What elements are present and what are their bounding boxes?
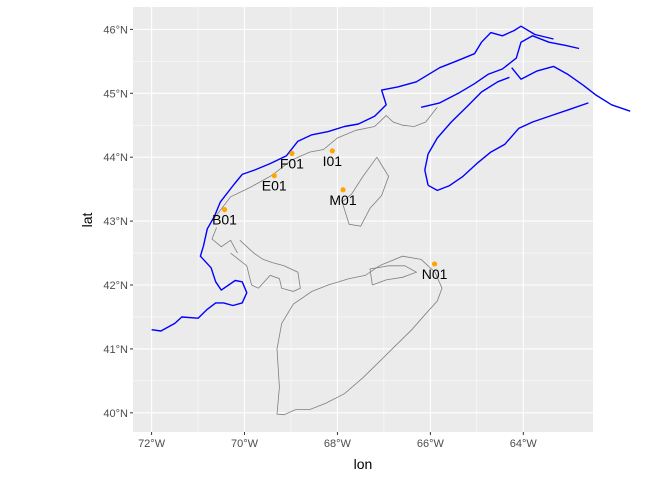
station-point [431,261,438,267]
x-tick-label: 72°W [138,438,166,450]
station-points [221,148,438,267]
boundary-line [276,255,443,416]
x-tick-label: 64°W [510,438,538,450]
station-point [271,173,277,179]
coastline-line [424,76,510,186]
station-label: N01 [422,266,448,282]
y-axis-ticks: 40°N 41°N 42°N 43°N 44°N 45°N 46°N [103,24,133,420]
boundary-line [341,156,390,227]
boundary-line [230,240,301,292]
boundary-line [369,265,418,286]
plot-panel-background [133,7,593,432]
minor-gridlines [133,7,593,432]
boundary-line [211,227,238,254]
station-label: E01 [262,178,287,194]
boundary-line [211,107,438,222]
y-tick-label: 41°N [103,344,128,356]
station-label: F01 [280,155,304,171]
y-tick-label: 43°N [103,216,128,228]
x-axis-title: lon [354,456,373,472]
y-tick-label: 45°N [103,88,128,100]
coastline-line [427,102,589,192]
coastline-line [511,65,631,112]
x-tick-label: 66°W [417,438,445,450]
station-point [329,148,335,154]
y-axis-title: lat [79,213,95,228]
x-tick-label: 68°W [324,438,352,450]
x-tick-label: 70°W [231,438,259,450]
station-label: I01 [323,153,343,169]
y-tick-label: 42°N [103,280,128,292]
y-tick-label: 46°N [103,24,128,36]
station-label: B01 [212,212,237,228]
boundary-lines [211,107,443,416]
coastline-lines [151,25,631,332]
station-point [340,187,346,193]
station-label: M01 [329,192,356,208]
station-labels: B01 E01 F01 I01 M01 N01 [212,153,448,282]
x-axis-ticks: 72°W 70°W 68°W 66°W 64°W [138,432,537,450]
station-point [221,206,228,213]
coastline-line [420,35,580,108]
coastline-line [151,25,554,332]
y-tick-label: 44°N [103,152,128,164]
station-point [289,150,295,156]
y-tick-label: 40°N [103,408,128,420]
